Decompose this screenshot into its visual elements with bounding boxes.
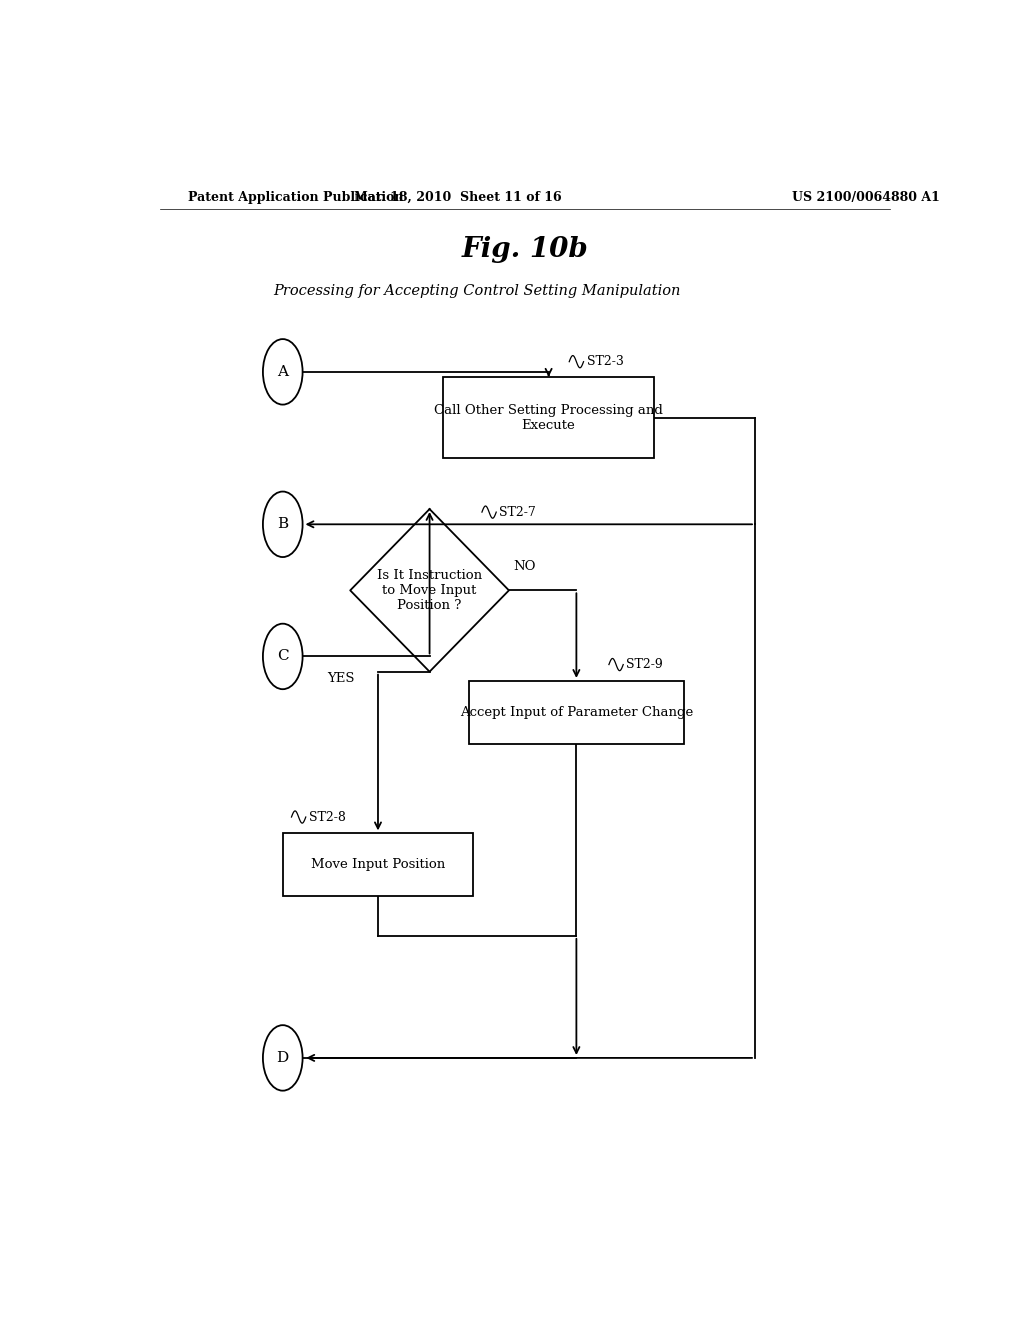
- Text: ST2-7: ST2-7: [500, 506, 537, 519]
- Text: D: D: [276, 1051, 289, 1065]
- Text: A: A: [278, 364, 288, 379]
- Bar: [283, 833, 473, 896]
- Text: US 2100/0064880 A1: US 2100/0064880 A1: [793, 190, 940, 203]
- Bar: [443, 378, 653, 458]
- Bar: [469, 681, 684, 744]
- Text: Call Other Setting Processing and
Execute: Call Other Setting Processing and Execut…: [434, 404, 664, 432]
- Text: Fig. 10b: Fig. 10b: [462, 236, 588, 264]
- Text: Mar. 18, 2010  Sheet 11 of 16: Mar. 18, 2010 Sheet 11 of 16: [353, 190, 561, 203]
- Text: YES: YES: [327, 672, 354, 685]
- Text: Processing for Accepting Control Setting Manipulation: Processing for Accepting Control Setting…: [273, 284, 681, 297]
- Text: ST2-9: ST2-9: [627, 659, 664, 671]
- Text: Patent Application Publication: Patent Application Publication: [187, 190, 403, 203]
- Text: Accept Input of Parameter Change: Accept Input of Parameter Change: [460, 706, 693, 719]
- Text: C: C: [276, 649, 289, 664]
- Text: NO: NO: [514, 561, 536, 573]
- Text: ST2-3: ST2-3: [587, 355, 624, 368]
- Text: Is It Instruction
to Move Input
Position ?: Is It Instruction to Move Input Position…: [377, 569, 482, 612]
- Text: ST2-8: ST2-8: [309, 810, 346, 824]
- Text: Move Input Position: Move Input Position: [311, 858, 445, 871]
- Text: B: B: [278, 517, 289, 532]
